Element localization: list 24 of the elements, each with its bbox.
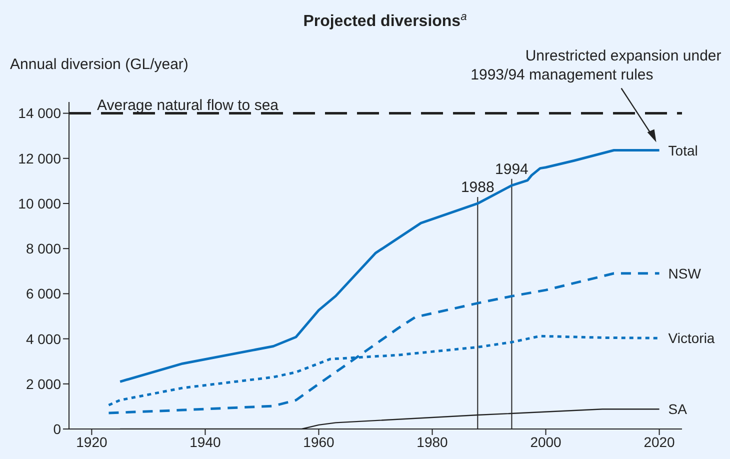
x-tick-label: 2000 bbox=[530, 434, 562, 450]
y-tick-label: 10 000 bbox=[18, 195, 62, 212]
x-tick-label: 1940 bbox=[190, 434, 222, 450]
x-tick-label: 1980 bbox=[416, 434, 448, 450]
y-tick-label: 14 000 bbox=[18, 105, 62, 122]
x-tick-label: 1920 bbox=[76, 434, 108, 450]
ref-line-label: 1994 bbox=[495, 160, 528, 178]
y-tick-label: 4 000 bbox=[26, 330, 62, 347]
ref-line-label: Average natural flow to sea bbox=[97, 96, 280, 114]
ref-line-label: 1988 bbox=[460, 178, 494, 196]
series-label: NSW bbox=[668, 265, 702, 282]
x-tick-label: 1960 bbox=[303, 434, 335, 450]
text: Unrestricted expansion under 1993/94 management rules bbox=[470, 47, 722, 84]
series-label: Victoria bbox=[668, 330, 715, 346]
y-tick-label: 6 000 bbox=[26, 286, 62, 302]
y-tick-label: 0 bbox=[53, 420, 62, 437]
chart-title: Projected diversions$^{a}$ bbox=[303, 11, 467, 30]
y-tick-label: 8 000 bbox=[26, 240, 62, 257]
series-label: Total bbox=[668, 142, 698, 158]
x-tick-label: 2020 bbox=[644, 434, 676, 450]
y-axis-title: Annual diversion (GL/year) bbox=[10, 56, 188, 73]
series-label: SA bbox=[668, 401, 688, 418]
y-tick-label: 12 000 bbox=[18, 150, 62, 166]
y-tick-label: 2 000 bbox=[26, 376, 62, 392]
